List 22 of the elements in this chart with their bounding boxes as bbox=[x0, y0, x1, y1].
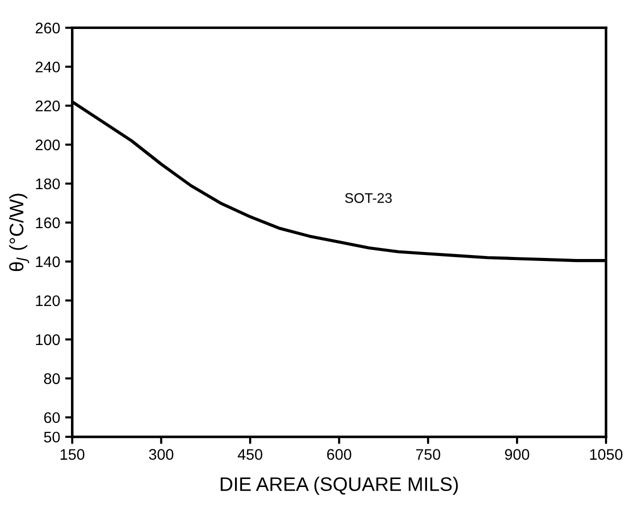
y-tick-label: 100 bbox=[36, 334, 60, 346]
x-tick-label: 1050 bbox=[590, 449, 622, 460]
y-tick-label: 160 bbox=[36, 217, 60, 228]
y-tick-label: 260 bbox=[36, 22, 60, 34]
x-tick-label: 600 bbox=[327, 449, 352, 460]
y-tick-label: 60 bbox=[44, 412, 60, 424]
y-tick-label: 180 bbox=[36, 178, 60, 190]
y-tick-label: 220 bbox=[36, 100, 60, 112]
y-tick-label: 50 bbox=[44, 432, 60, 443]
annotation: SOT-23 bbox=[345, 193, 392, 203]
x-tick-label: 150 bbox=[60, 449, 84, 460]
x-tick-label: 900 bbox=[505, 449, 530, 460]
y-tick-label: 80 bbox=[44, 373, 60, 384]
x-tick-label: 750 bbox=[416, 449, 440, 460]
y-tick-label: 200 bbox=[36, 140, 60, 150]
y-tick-label: 120 bbox=[36, 295, 60, 306]
y-tick-label: 240 bbox=[36, 62, 60, 72]
y-axis-title: θ$_{J}$ (°C/W) bbox=[9, 194, 30, 272]
x-axis-title: DIE AREA (SQUARE MILS) bbox=[220, 476, 458, 495]
y-tick-label: 140 bbox=[36, 256, 60, 268]
x-tick-label: 300 bbox=[149, 449, 174, 460]
x-tick-label: 450 bbox=[238, 449, 262, 460]
